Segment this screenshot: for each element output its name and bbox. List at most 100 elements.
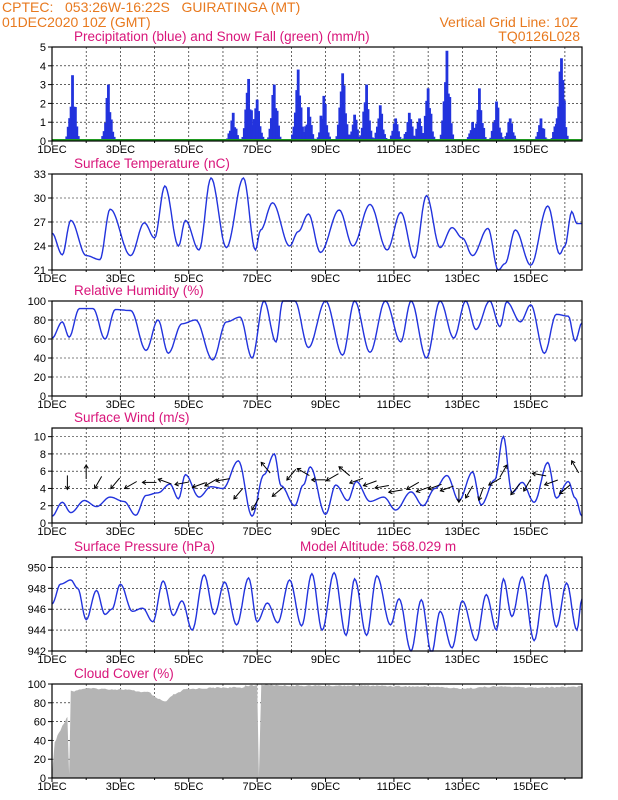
precip-bar — [560, 58, 563, 141]
y-tick-label: 40 — [34, 735, 46, 747]
wind-arrow — [487, 477, 502, 486]
precip-bar — [426, 88, 430, 141]
precip-bar — [366, 109, 370, 141]
precip-bar — [357, 136, 361, 141]
grid — [52, 300, 582, 397]
wind-arrow — [464, 485, 474, 499]
x-tick-label: 7DEC — [242, 399, 271, 411]
x-tick-label: 1DEC — [37, 654, 66, 666]
wind-arrow — [325, 473, 339, 482]
precip-bar — [308, 116, 312, 141]
grid-line-note: Vertical Grid Line: 10Z — [439, 14, 578, 30]
precip-bar — [359, 135, 363, 141]
precip-bar — [321, 118, 324, 141]
precip-bar — [241, 136, 245, 141]
precip-bar — [554, 135, 558, 141]
y-tick-label: 8 — [40, 449, 46, 461]
precip-bar — [423, 115, 427, 141]
panel-6: 0 20 40 60 80 100 1DEC 3DEC 5DEC 7DEC 9DEC 11DEC 13D… — [28, 666, 583, 793]
precip-bar — [348, 134, 352, 141]
run-datetime: 01DEC2020 10Z (GMT) — [2, 14, 151, 30]
precip-bar — [105, 97, 109, 141]
precip-bar — [392, 123, 396, 141]
precip-bar — [305, 124, 309, 141]
plot-frame — [51, 427, 583, 524]
model-code: TQ0126L028 — [498, 28, 580, 44]
precip-bar — [480, 123, 484, 141]
precip-bar — [76, 136, 80, 141]
plot-frame — [51, 683, 583, 779]
precip-bar — [383, 134, 386, 141]
precip-bar — [409, 119, 413, 141]
x-tick-label: 11DEC — [377, 526, 412, 538]
wind-arrow — [174, 481, 189, 487]
wind-arrow — [141, 479, 157, 485]
precip-bar — [428, 108, 431, 141]
x-tick-label: 13DEC — [445, 781, 481, 793]
precip-bar — [292, 126, 296, 141]
x-tick-label: 13DEC — [445, 399, 481, 411]
plot-frame — [51, 46, 583, 142]
precip-bar — [375, 126, 379, 141]
y-tick-label: 80 — [34, 315, 46, 327]
x-tick-label: 1DEC — [37, 781, 66, 793]
wind-arrow — [477, 486, 484, 502]
precip-bar — [322, 95, 326, 141]
precip-bar — [377, 118, 381, 141]
precip-bar — [325, 125, 329, 141]
precip-bar — [338, 107, 342, 141]
wind-arrow — [204, 478, 218, 487]
precip-bar — [381, 129, 385, 141]
precip-bar — [109, 119, 113, 141]
precip-bar — [271, 95, 275, 141]
x-tick-label: 9DEC — [311, 144, 340, 156]
x-tick-label: 7DEC — [242, 526, 271, 538]
precip-bar — [299, 107, 303, 141]
precip-bar — [478, 88, 481, 141]
precip-bar — [398, 136, 402, 141]
precip-bar — [304, 126, 307, 141]
precip-bar — [107, 84, 110, 141]
panel-title: Relative Humidity (%) — [74, 283, 204, 298]
x-tick-label: 3DEC — [106, 654, 135, 666]
precip-bar — [499, 132, 503, 141]
precip-bar — [345, 124, 349, 141]
precip-bar — [403, 133, 407, 141]
precip-bar — [368, 120, 371, 141]
x-tick-label: 7DEC — [242, 654, 271, 666]
precip-bar — [446, 93, 450, 141]
precip-bar — [542, 128, 546, 141]
precip-bar — [309, 125, 313, 141]
precip-bar — [479, 110, 483, 141]
y-tick-label: 0 — [40, 391, 46, 403]
precip-bar — [495, 101, 498, 141]
wind-arrow — [157, 477, 172, 485]
precip-bar — [274, 108, 278, 141]
wind-arrow — [387, 489, 403, 495]
precip-bar — [242, 128, 246, 141]
precip-bar — [73, 106, 77, 141]
precip-bar — [350, 131, 354, 141]
y-tick-label: 60 — [34, 717, 46, 729]
precip-bar — [412, 135, 416, 141]
precip-bar — [492, 122, 496, 141]
y-tick-label: 100 — [28, 679, 46, 691]
wind-arrow — [439, 485, 454, 493]
model-altitude: Model Altitude: 568.029 m — [300, 539, 456, 554]
wind-arrow — [510, 483, 521, 496]
precip-bar — [497, 127, 501, 141]
x-tick-label: 5DEC — [174, 273, 203, 285]
precip-bar — [296, 69, 300, 141]
precip-bar — [406, 122, 410, 141]
precip-bar — [245, 92, 249, 141]
y-tick-label: 20 — [34, 754, 46, 766]
x-tick-label: 15DEC — [513, 526, 549, 538]
precip-bar — [108, 112, 112, 141]
precip-bar — [360, 127, 364, 141]
precip-bar — [326, 132, 330, 141]
y-tick-label: 10 — [34, 432, 46, 444]
panel-title: Precipitation (blue) and Snow Fall (gree… — [74, 29, 370, 44]
wind-arrow — [531, 471, 547, 477]
x-tick-label: 13DEC — [445, 273, 481, 285]
